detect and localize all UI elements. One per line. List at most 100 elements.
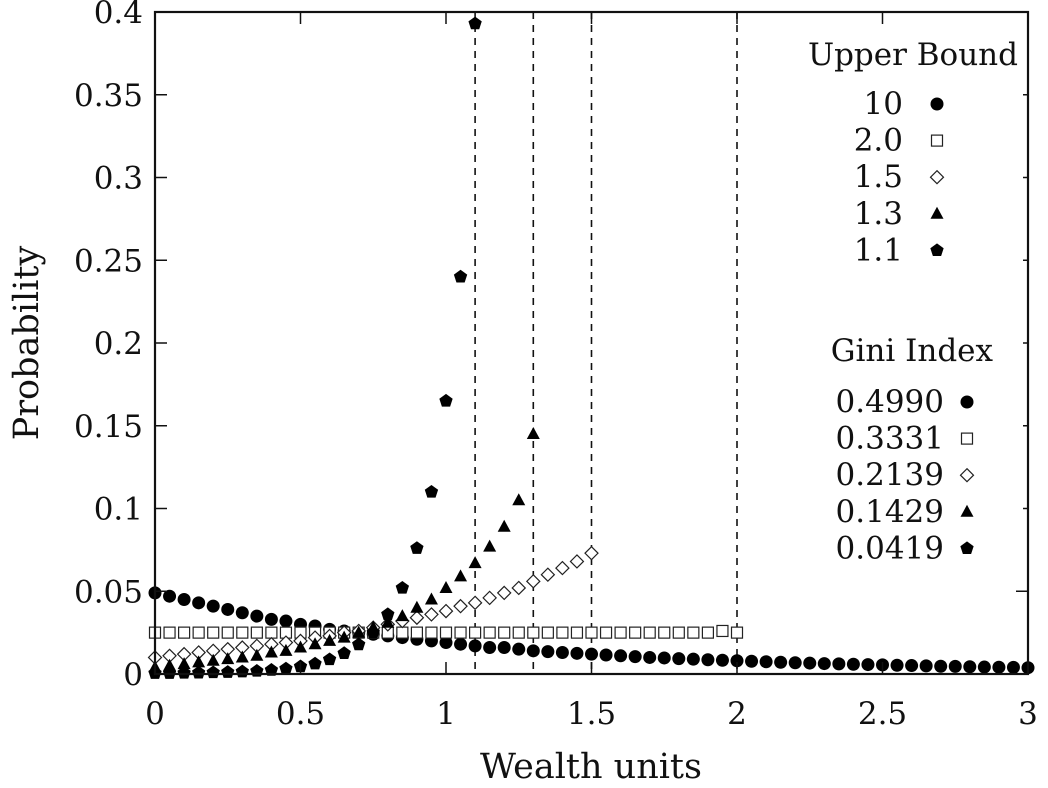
data-point-filled-circle: [905, 659, 919, 673]
data-point-filled-pentagon: [366, 625, 380, 639]
x-axis-label: Wealth units: [480, 747, 702, 787]
data-point-filled-triangle: [279, 643, 293, 656]
x-tick-label: 2: [727, 696, 747, 732]
data-point-filled-triangle: [235, 650, 249, 663]
data-point-filled-circle: [715, 653, 729, 667]
data-point-filled-circle: [264, 612, 278, 626]
data-point-open-diamond: [482, 590, 497, 606]
data-point-open-square: [570, 626, 584, 639]
y-tick-label: 0.15: [74, 409, 143, 445]
data-point-filled-pentagon: [424, 484, 439, 498]
data-point-open-diamond: [569, 554, 585, 569]
data-point-filled-circle: [977, 660, 991, 674]
data-point-filled-pentagon: [206, 665, 220, 679]
legend-entry-label: 0.2139: [836, 457, 944, 493]
data-point-open-square: [541, 626, 554, 639]
data-point-open-square: [192, 626, 205, 639]
data-point-filled-circle: [832, 657, 846, 671]
data-point-filled-triangle: [206, 653, 220, 666]
legend-entry-label: 0.1429: [836, 494, 944, 530]
data-point-open-square: [250, 626, 263, 639]
data-point-open-square: [658, 626, 671, 639]
data-point-open-square: [221, 626, 234, 639]
data-point-open-diamond: [438, 603, 454, 619]
data-point-filled-circle: [745, 654, 759, 668]
data-point-filled-circle: [250, 609, 264, 623]
data-point-open-square: [396, 626, 409, 639]
data-point-filled-circle: [861, 658, 875, 672]
data-point-filled-circle: [555, 645, 569, 659]
x-tick-label: 0.5: [276, 696, 325, 732]
data-point-filled-circle: [817, 657, 831, 671]
data-point-filled-pentagon: [453, 269, 468, 283]
data-point-open-diamond: [555, 560, 570, 576]
data-point-filled-pentagon: [439, 393, 453, 407]
legend-marker-open-diamond: [959, 467, 975, 483]
data-point-filled-triangle: [352, 625, 366, 638]
data-point-open-square: [469, 626, 482, 639]
data-point-open-square: [643, 626, 656, 639]
legend-entry-label: 0.0419: [836, 530, 944, 566]
legend-marker-filled-triangle: [930, 206, 944, 219]
data-point-filled-circle: [701, 653, 715, 667]
data-point-filled-circle: [177, 593, 191, 607]
legend-entry-label: 2.0: [854, 123, 903, 159]
data-point-filled-circle: [759, 655, 773, 669]
legend-entry-label: 10: [864, 86, 903, 122]
data-point-open-square: [672, 626, 685, 639]
data-point-filled-circle: [788, 656, 802, 670]
data-point-open-square: [410, 626, 423, 639]
data-point-filled-triangle: [264, 645, 278, 658]
legend-entry-label: 1.5: [854, 159, 903, 195]
legend-entry-label: 0.3331: [836, 421, 944, 457]
data-point-filled-triangle: [337, 630, 351, 643]
data-point-filled-circle: [628, 650, 642, 664]
data-point-filled-triangle: [221, 652, 235, 665]
data-point-filled-pentagon: [381, 607, 395, 621]
legend-marker-filled-circle: [960, 395, 974, 409]
data-point-filled-circle: [541, 645, 555, 659]
data-point-open-diamond: [424, 607, 439, 622]
data-point-filled-triangle: [410, 600, 424, 613]
data-point-filled-circle: [483, 641, 497, 655]
y-tick-label: 0.05: [74, 574, 143, 610]
data-point-open-diamond: [409, 610, 425, 626]
y-tick-label: 0: [123, 657, 143, 693]
data-point-open-square: [163, 626, 176, 639]
x-tick-label: 3: [1018, 696, 1038, 732]
data-point-open-square: [716, 624, 729, 638]
data-point-open-square: [439, 626, 453, 639]
legend-marker-filled-pentagon: [930, 243, 944, 257]
data-point-filled-circle: [657, 651, 671, 665]
data-point-filled-circle: [468, 639, 482, 653]
upper-bound-reference-lines: [474, 12, 738, 674]
data-point-filled-triangle: [294, 640, 307, 653]
data-point-filled-triangle: [192, 655, 206, 668]
y-tick-label: 0.1: [94, 492, 143, 528]
data-point-filled-triangle: [308, 637, 322, 650]
data-point-filled-circle: [439, 636, 453, 650]
data-point-open-square: [265, 626, 278, 639]
legend-entry-label: 1.3: [854, 196, 903, 232]
data-point-filled-triangle: [424, 592, 438, 605]
data-point-filled-pentagon: [322, 652, 337, 666]
data-point-filled-triangle: [512, 493, 526, 506]
data-point-filled-circle: [774, 655, 788, 669]
data-point-filled-pentagon: [352, 637, 366, 651]
data-point-filled-circle: [672, 652, 686, 666]
data-point-filled-pentagon: [410, 541, 424, 554]
data-point-filled-triangle: [250, 648, 264, 661]
data-point-open-square: [730, 626, 744, 639]
data-point-open-square: [599, 626, 613, 639]
data-point-open-square: [178, 626, 191, 639]
data-point-filled-circle: [890, 658, 904, 672]
data-point-filled-circle: [992, 660, 1006, 674]
data-point-open-square: [236, 626, 249, 639]
legend: Upper Bound 102.01.51.31.1 Gini Index 0.499…: [808, 37, 1018, 566]
data-point-open-square: [512, 626, 525, 639]
data-point-filled-pentagon: [235, 664, 249, 678]
data-point-filled-pentagon: [162, 666, 177, 679]
data-point-filled-circle: [643, 650, 657, 664]
data-point-open-diamond: [540, 567, 556, 583]
axis-ticks: 0 0.5 1 1.5 2 2.5 3 0 0.05 0.1 0.15 0.2 0.25 0.3 0.35 0…: [74, 0, 1038, 732]
